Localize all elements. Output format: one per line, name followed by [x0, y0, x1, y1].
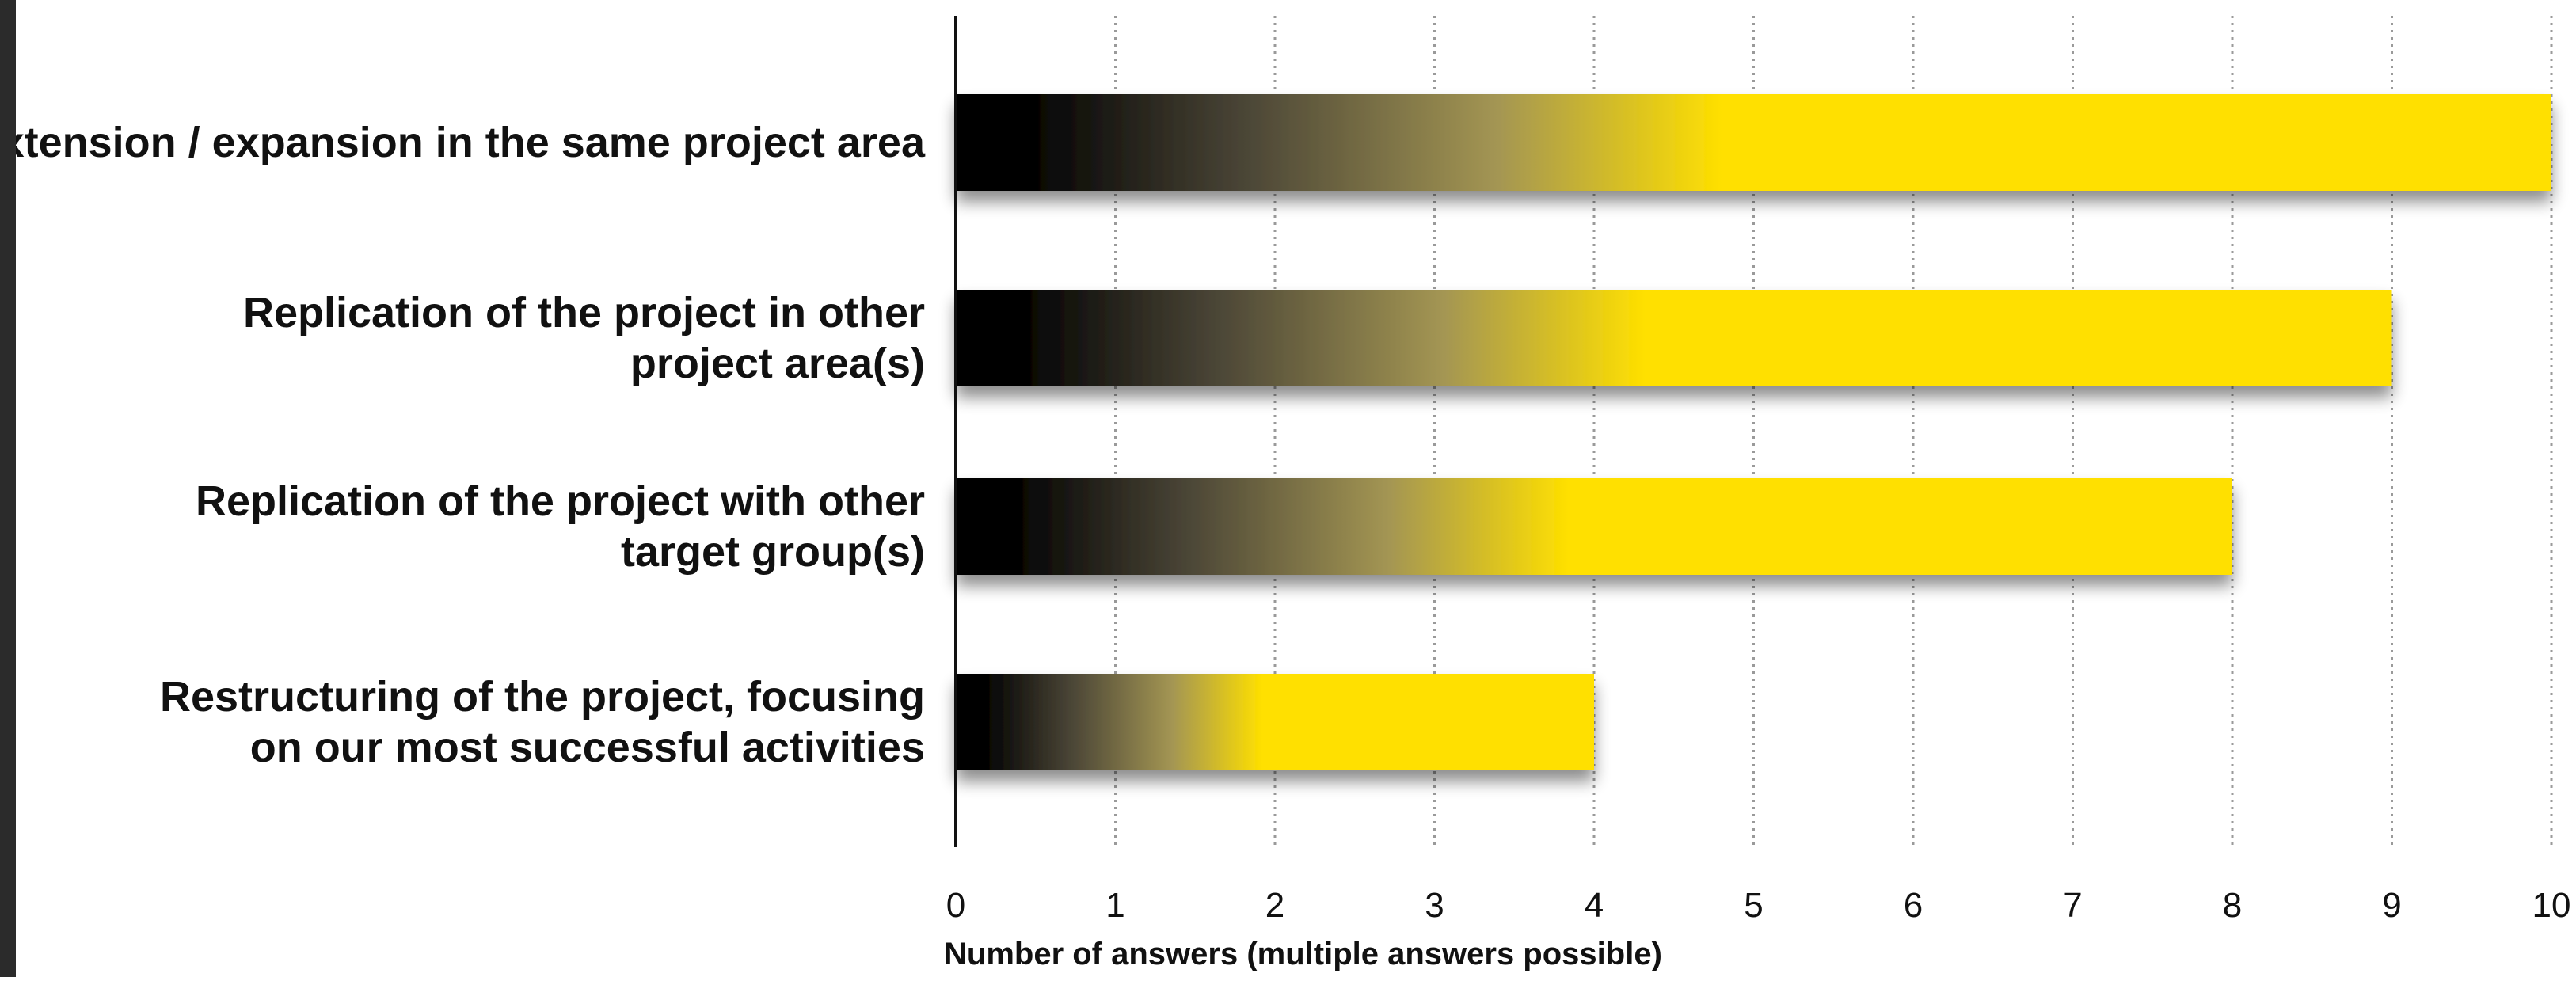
category-label-1: Extension / expansion in the same projec…: [0, 119, 926, 166]
x-tick-label-2: 2: [1265, 886, 1284, 925]
category-label-4-line-2: on our most successful activities: [250, 724, 925, 771]
x-tick-label-6: 6: [1904, 886, 1923, 925]
page-frame-edge: [0, 0, 16, 977]
bar-3: [956, 478, 2232, 575]
x-tick-label-4: 4: [1585, 886, 1604, 925]
category-label-3-line-2: target group(s): [621, 528, 925, 576]
x-tick-label-10: 10: [2532, 886, 2571, 925]
bar-1: [956, 94, 2551, 191]
category-label-3-line-1: Replication of the project with other: [196, 477, 925, 525]
x-tick-label-7: 7: [2063, 886, 2082, 925]
x-tick-label-3: 3: [1425, 886, 1444, 925]
x-tick-label-5: 5: [1744, 886, 1763, 925]
bar-4: [956, 674, 1594, 770]
x-tick-label-9: 9: [2382, 886, 2401, 925]
x-tick-label-0: 0: [946, 886, 965, 925]
bars: [956, 94, 2551, 770]
x-axis-title: Number of answers (multiple answers poss…: [944, 937, 1662, 971]
x-tick-label-8: 8: [2223, 886, 2242, 925]
x-tick-label-1: 1: [1105, 886, 1124, 925]
x-tick-labels: 0 1 2 3 4 5 6 7 8 9 10: [946, 886, 2571, 925]
category-labels: Extension / expansion in the same projec…: [0, 119, 926, 771]
category-label-2-line-2: project area(s): [630, 340, 925, 387]
category-label-2-line-1: Replication of the project in other: [243, 289, 925, 337]
bar-2: [956, 290, 2392, 386]
category-label-4-line-1: Restructuring of the project, focusing: [160, 673, 925, 721]
